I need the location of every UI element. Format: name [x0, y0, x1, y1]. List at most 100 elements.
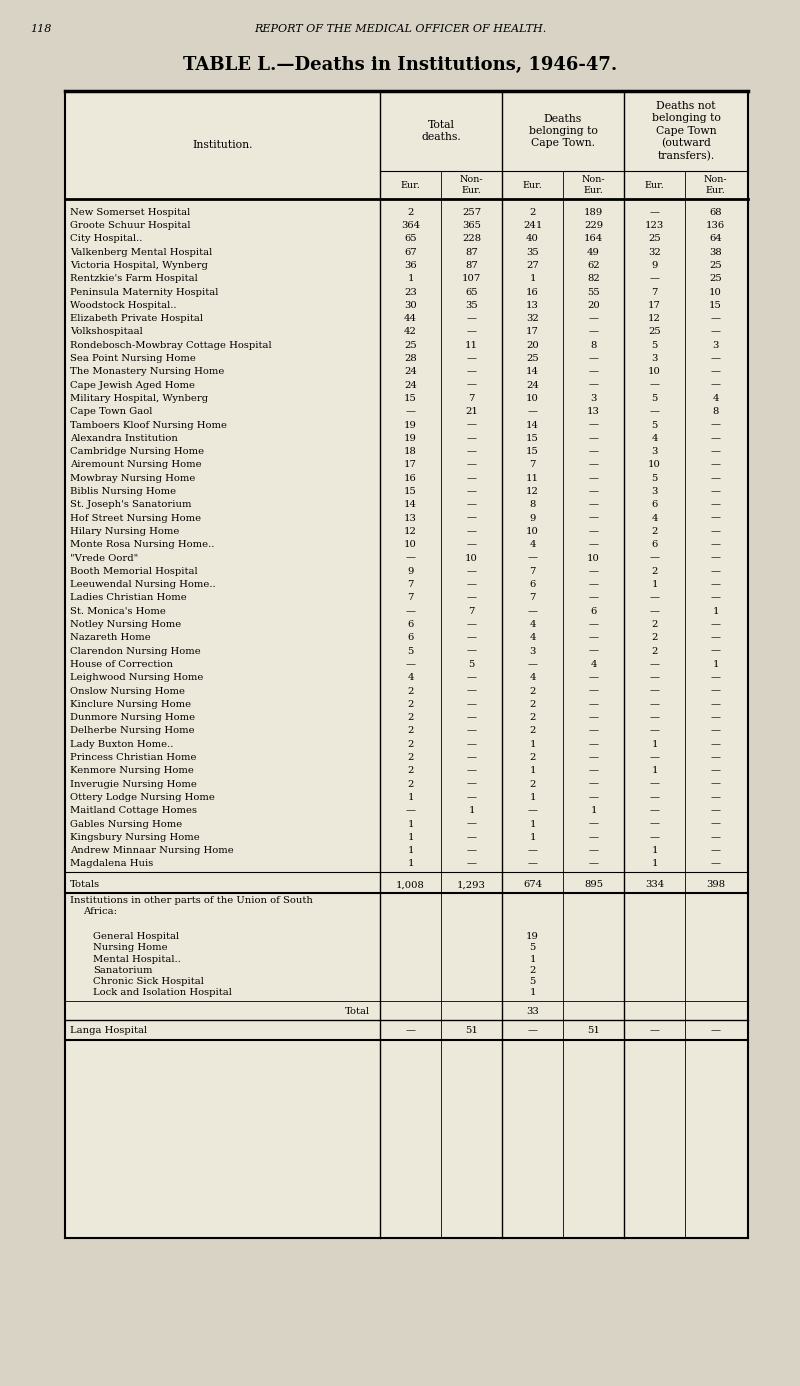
Text: —: —: [710, 807, 721, 815]
Text: —: —: [466, 327, 477, 337]
Text: —: —: [466, 367, 477, 377]
Text: 7: 7: [468, 607, 474, 615]
Text: —: —: [589, 633, 598, 642]
Text: 51: 51: [587, 1027, 600, 1035]
Text: Military Hospital, Wynberg: Military Hospital, Wynberg: [70, 394, 208, 403]
Text: —: —: [466, 448, 477, 456]
Text: 25: 25: [648, 327, 661, 337]
Text: —: —: [650, 407, 659, 416]
Text: 4: 4: [530, 620, 536, 629]
Text: —: —: [589, 674, 598, 682]
Text: 1: 1: [407, 819, 414, 829]
Text: —: —: [710, 541, 721, 549]
Text: —: —: [710, 674, 721, 682]
Text: 1,293: 1,293: [457, 880, 486, 890]
Text: —: —: [650, 208, 659, 216]
Text: 4: 4: [590, 660, 597, 669]
Text: —: —: [527, 553, 538, 563]
Text: 674: 674: [523, 880, 542, 890]
Text: 2: 2: [530, 714, 536, 722]
Text: 10: 10: [709, 288, 722, 297]
Text: 17: 17: [404, 460, 417, 470]
Text: 5: 5: [530, 944, 536, 952]
Text: 1: 1: [651, 581, 658, 589]
Text: 12: 12: [404, 527, 417, 536]
Text: 1: 1: [530, 740, 536, 748]
Text: —: —: [589, 620, 598, 629]
Text: City Hospital..: City Hospital..: [70, 234, 142, 244]
Text: —: —: [589, 847, 598, 855]
Text: 6: 6: [590, 607, 597, 615]
Text: —: —: [466, 315, 477, 323]
Text: —: —: [650, 686, 659, 696]
Text: —: —: [650, 753, 659, 762]
Text: —: —: [466, 381, 477, 389]
Text: 241: 241: [523, 222, 542, 230]
Text: Gables Nursing Home: Gables Nursing Home: [70, 819, 182, 829]
Text: —: —: [589, 514, 598, 523]
Text: 27: 27: [526, 261, 539, 270]
Text: Eur.: Eur.: [645, 180, 664, 190]
Text: —: —: [466, 434, 477, 444]
Text: 4: 4: [407, 674, 414, 682]
Text: 1: 1: [407, 833, 414, 841]
Text: 10: 10: [526, 394, 539, 403]
Text: 1: 1: [712, 607, 718, 615]
Text: Biblis Nursing Home: Biblis Nursing Home: [70, 486, 176, 496]
Text: —: —: [710, 647, 721, 656]
Text: 32: 32: [648, 248, 661, 256]
Text: Elizabeth Private Hospital: Elizabeth Private Hospital: [70, 315, 203, 323]
Text: 6: 6: [651, 541, 658, 549]
Text: —: —: [650, 607, 659, 615]
Text: —: —: [527, 1027, 538, 1035]
Text: —: —: [589, 647, 598, 656]
Text: St. Joseph's Sanatorium: St. Joseph's Sanatorium: [70, 500, 191, 510]
Text: 17: 17: [648, 301, 661, 310]
Text: 3: 3: [530, 647, 536, 656]
Text: —: —: [710, 726, 721, 736]
Text: —: —: [710, 381, 721, 389]
Text: 7: 7: [530, 593, 536, 603]
Text: —: —: [466, 819, 477, 829]
Text: —: —: [710, 315, 721, 323]
Text: Totals: Totals: [70, 880, 100, 890]
Text: 67: 67: [404, 248, 417, 256]
Text: Eur.: Eur.: [401, 180, 420, 190]
Text: Mowbray Nursing Home: Mowbray Nursing Home: [70, 474, 195, 482]
Text: 9: 9: [530, 514, 536, 523]
Text: 1: 1: [651, 766, 658, 775]
Text: —: —: [650, 553, 659, 563]
Text: Lady Buxton Home..: Lady Buxton Home..: [70, 740, 174, 748]
Text: 20: 20: [526, 341, 539, 349]
Text: —: —: [466, 593, 477, 603]
Text: —: —: [710, 553, 721, 563]
Text: Notley Nursing Home: Notley Nursing Home: [70, 620, 182, 629]
Text: —: —: [589, 420, 598, 430]
Text: Cape Town Gaol: Cape Town Gaol: [70, 407, 152, 416]
Text: —: —: [710, 740, 721, 748]
Text: 32: 32: [526, 315, 539, 323]
Text: 10: 10: [526, 527, 539, 536]
Text: 20: 20: [587, 301, 600, 310]
Text: —: —: [406, 553, 415, 563]
Text: Victoria Hospital, Wynberg: Victoria Hospital, Wynberg: [70, 261, 208, 270]
Text: 1: 1: [530, 955, 536, 963]
Text: 2: 2: [651, 567, 658, 577]
Text: 229: 229: [584, 222, 603, 230]
Text: —: —: [710, 527, 721, 536]
Text: Peninsula Maternity Hospital: Peninsula Maternity Hospital: [70, 288, 218, 297]
Text: 87: 87: [465, 261, 478, 270]
Text: 7: 7: [468, 394, 474, 403]
Text: —: —: [650, 793, 659, 802]
Text: Total: Total: [345, 1008, 370, 1016]
Text: —: —: [466, 859, 477, 869]
Text: 2: 2: [407, 208, 414, 216]
Text: —: —: [527, 660, 538, 669]
Text: —: —: [710, 567, 721, 577]
Text: —: —: [589, 714, 598, 722]
Text: Monte Rosa Nursing Home..: Monte Rosa Nursing Home..: [70, 541, 214, 549]
Text: 65: 65: [465, 288, 478, 297]
Text: —: —: [589, 434, 598, 444]
Text: Rentzkie's Farm Hospital: Rentzkie's Farm Hospital: [70, 274, 198, 283]
Text: 62: 62: [587, 261, 600, 270]
